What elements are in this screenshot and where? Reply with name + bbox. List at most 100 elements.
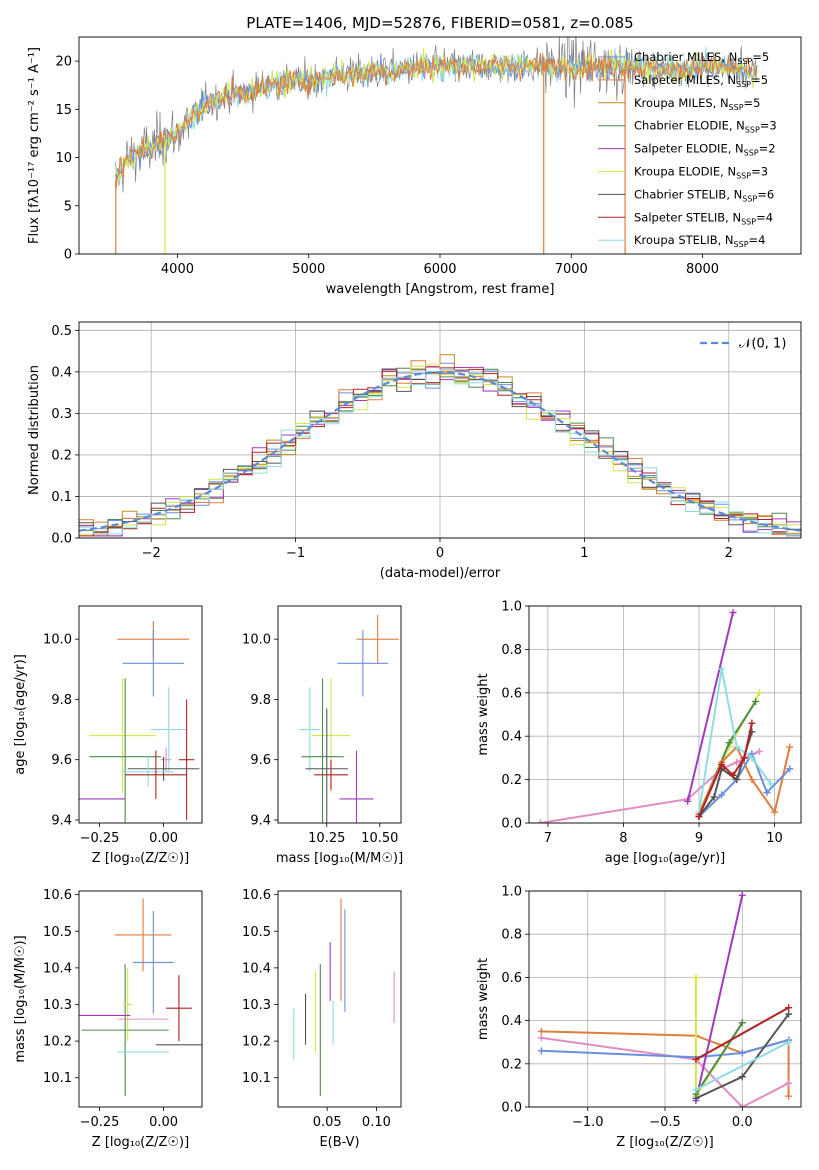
y-tick-label: 0.3	[51, 407, 72, 422]
y-axis-label: age [log₁₀(age/yr)]	[13, 654, 28, 775]
age-vs-mass-panel: 10.25 10.50 9.4 9.6 9.8 10.0 mass [log₁₀(M/M☉)…	[242, 605, 403, 866]
y-tick-label: 10.6	[242, 888, 271, 903]
weight-line	[541, 1036, 790, 1107]
y-tick-label: 0.8	[501, 928, 522, 943]
axes-frame	[528, 890, 802, 1108]
weight-marker	[786, 765, 794, 773]
x-tick-label: 9	[695, 831, 703, 846]
legend-subscript: SSP	[741, 217, 756, 226]
legend-count: =4	[756, 210, 773, 224]
weight-marker	[537, 1047, 545, 1055]
weight-marker	[755, 747, 763, 755]
x-axis-label: E(B-V)	[319, 1135, 359, 1150]
residuals-plot-area	[79, 354, 801, 537]
x-tick-label: −0.5	[649, 1115, 681, 1130]
weight-marker	[738, 1049, 746, 1057]
weight-marker	[718, 791, 726, 799]
y-tick-label: 1.0	[501, 600, 522, 615]
x-tick-label: 8	[619, 831, 627, 846]
y-tick-label: 10.5	[43, 925, 72, 940]
y-tick-label: 0.4	[501, 730, 522, 745]
axes-frame	[528, 605, 802, 824]
y-axis-label: Flux [fλ10⁻¹⁷ erg cm⁻² s⁻¹ A⁻¹]	[27, 47, 42, 244]
x-tick-label: 10.50	[361, 831, 398, 846]
weight-marker	[692, 973, 700, 981]
legend-label: 𝒩(0, 1)	[739, 337, 786, 352]
y-tick-label: 0.1	[51, 490, 72, 505]
weight-marker	[710, 793, 718, 801]
axes-frame	[277, 605, 402, 824]
x-tick-label: 0.00	[149, 1115, 178, 1130]
legend-entry: Salpeter ELODIE, NSSP=2	[634, 142, 776, 158]
axes-frame	[78, 890, 203, 1108]
y-tick-label: 10.4	[242, 961, 271, 976]
y-tick-label: 10.1	[242, 1071, 271, 1086]
y-tick-label: 0.2	[51, 448, 72, 463]
x-tick-label: −1.0	[572, 1115, 604, 1130]
weight-line	[695, 1041, 790, 1091]
weight-marker	[733, 758, 741, 766]
weight-marker	[748, 719, 756, 727]
x-tick-label: 6000	[423, 262, 456, 277]
legend-label: Salpeter ELODIE, N	[634, 142, 744, 156]
y-tick-label: 9.6	[250, 753, 271, 768]
x-tick-label: −1	[286, 546, 305, 561]
y-tick-label: 5	[64, 199, 72, 214]
weight-line	[698, 722, 753, 817]
weight-vs-age-panel: 7 8 9 10 0.0 0.2 0.4 0.6 0.8 1.0 age [log₁₀(age/yr…	[476, 600, 802, 866]
weight-marker	[771, 808, 779, 816]
legend-count: =3	[760, 119, 777, 133]
y-tick-label: 0.2	[501, 1057, 522, 1072]
legend-entry: Chabrier ELODIE, NSSP=3	[634, 119, 777, 135]
y-tick-label: 0.5	[51, 324, 72, 339]
y-tick-label: 0	[64, 248, 72, 263]
y-tick-label: 10.0	[242, 633, 271, 648]
legend-count: =3	[751, 165, 768, 179]
y-tick-label: 0.2	[501, 773, 522, 788]
y-axis-label: mass weight	[476, 958, 491, 1040]
y-tick-label: 1.0	[501, 885, 522, 900]
weight-marker	[695, 812, 703, 820]
legend-entry: Chabrier MILES, NSSP=5	[634, 50, 769, 66]
axes-frame	[277, 890, 402, 1108]
weight-marker	[733, 743, 741, 751]
legend-label: Salpeter MILES, N	[634, 73, 736, 87]
legend-entry: Kroupa MILES, NSSP=5	[634, 96, 760, 112]
y-tick-label: 0.6	[501, 686, 522, 701]
legend-entry: Salpeter STELIB, NSSP=4	[634, 210, 773, 226]
y-tick-label: 10.2	[242, 1035, 271, 1050]
weight-marker	[738, 1019, 746, 1027]
weight-marker	[755, 689, 763, 697]
legend-subscript: SSP	[736, 172, 751, 181]
residuals-panel: −2 −1 0 1 2 0.0 0.1 0.2 0.3 0.4 0.5 (data-model)/er…	[27, 321, 802, 581]
weight-marker	[537, 1034, 545, 1042]
weight-marker	[725, 739, 733, 747]
legend-label: Chabrier ELODIE, N	[634, 119, 745, 133]
weight-marker	[740, 754, 748, 762]
weight-line	[695, 1022, 744, 1095]
weight-marker	[785, 1038, 793, 1046]
legend-label: Salpeter STELIB, N	[634, 210, 741, 224]
weight-marker	[733, 776, 741, 784]
y-tick-label: 9.6	[51, 753, 72, 768]
weight-marker	[536, 819, 544, 823]
y-tick-label: 0.0	[51, 532, 72, 547]
legend-count: =5	[752, 50, 769, 64]
model-spectrum-line	[114, 50, 758, 189]
weight-marker	[785, 1010, 793, 1018]
weight-marker	[748, 776, 756, 784]
weight-marker	[767, 780, 775, 788]
x-axis-label: Z [log₁₀(Z/Z☉)]	[616, 1135, 713, 1150]
weight-marker	[748, 754, 756, 762]
y-tick-label: 0.0	[501, 1101, 522, 1116]
y-tick-label: 9.4	[51, 813, 72, 828]
weight-marker	[692, 1086, 700, 1094]
legend-count: =4	[749, 233, 766, 247]
legend-label: Kroupa STELIB, N	[634, 233, 734, 247]
age-vs-Z-plot-area	[79, 621, 200, 823]
x-axis-label: (data-model)/error	[380, 566, 501, 581]
y-tick-label: 10.2	[43, 1035, 72, 1050]
weight-marker	[692, 1055, 700, 1063]
y-tick-label: 0.8	[501, 643, 522, 658]
